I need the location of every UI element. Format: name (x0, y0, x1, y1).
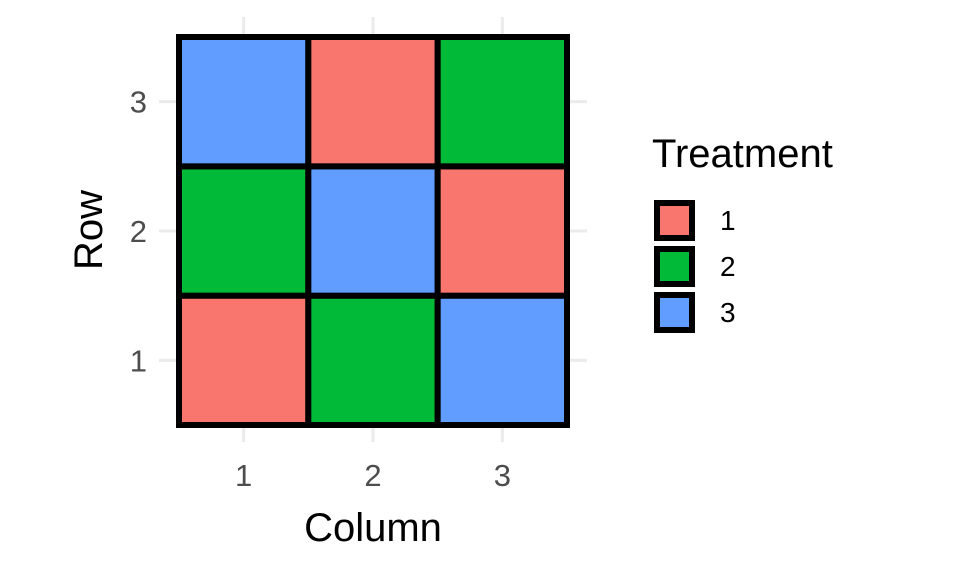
y-tick-label: 1 (130, 343, 147, 378)
tick-layer: 1 2 3 1 2 3 (130, 85, 511, 493)
tile-col-2-row-3 (305, 34, 441, 170)
tile-layer (176, 34, 570, 428)
legend-entries: 1 2 3 (654, 200, 736, 333)
legend-key (654, 200, 695, 241)
legend-entry: 1 (654, 200, 736, 241)
legend-title: Treatment (652, 132, 833, 176)
tile-col-1-row-2 (176, 163, 312, 299)
x-tick-label: 3 (494, 458, 511, 493)
legend-entry: 3 (654, 292, 736, 333)
tile-col-3-row-1 (434, 292, 570, 428)
tile-col-2-row-1 (305, 292, 441, 428)
legend-label: 3 (720, 297, 736, 328)
tile-col-3-row-3 (434, 34, 570, 170)
legend-label: 2 (720, 251, 736, 282)
legend-label: 1 (720, 205, 736, 236)
tile-col-1-row-1 (176, 292, 312, 428)
legend: Treatment 1 2 3 (652, 132, 833, 333)
x-tick-label: 2 (364, 458, 381, 493)
tile-col-3-row-2 (434, 163, 570, 299)
y-tick-label: 3 (130, 85, 147, 120)
legend-key (654, 246, 695, 287)
tile-col-2-row-2 (305, 163, 441, 299)
tile-col-1-row-3 (176, 34, 312, 170)
legend-entry: 2 (654, 246, 736, 287)
y-axis-title: Row (67, 190, 111, 270)
x-tick-label: 1 (235, 458, 252, 493)
legend-key (654, 292, 695, 333)
y-tick-label: 2 (130, 214, 147, 249)
x-axis-title: Column (304, 506, 442, 550)
